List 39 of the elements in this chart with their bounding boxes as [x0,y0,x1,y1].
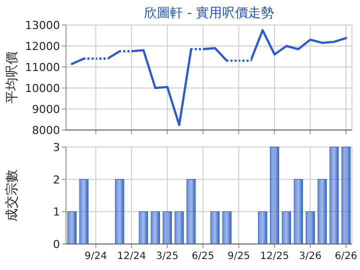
bar [150,211,160,244]
y-axis-title: 平均呎價 [5,52,20,104]
x-tick-label: 12/25 [260,251,289,262]
y-axis-title: 成交宗數 [4,170,20,222]
y-tick-label: 2 [53,173,60,186]
bar [174,211,184,244]
y-tick-label: 12000 [25,40,60,53]
line-series [70,29,348,126]
y-tick-label: 0 [53,238,60,251]
bar [138,211,148,244]
bar [306,211,315,244]
x-tick-label: 3/25 [156,251,179,262]
y-tick-label: 13000 [25,19,60,32]
y-tick-label: 10000 [25,82,60,95]
bar [210,211,220,244]
bar [186,179,196,244]
y-tick-label: 11000 [25,61,60,74]
x-tick-label: 12/24 [117,251,146,262]
bar [270,146,280,244]
bar [294,179,303,244]
bar [115,179,124,244]
y-tick-label: 3 [53,141,60,154]
bar [162,211,172,244]
bar [79,179,88,244]
x-tick-label: 9/24 [84,251,108,262]
x-tick-label: 3/26 [299,251,322,262]
y-tick-label: 1 [53,206,60,219]
x-tick-label: 9/25 [228,251,250,262]
bar [318,179,327,244]
bar [282,211,292,244]
x-tick-label: 6/26 [334,251,358,262]
bar [67,211,77,244]
bar [258,211,268,244]
x-tick-label: 6/25 [192,251,214,262]
bar [330,146,339,244]
chart-title: 欣圖軒 - 實用呎價走勢 [144,6,274,21]
y-tick-label: 8000 [32,124,60,137]
bar [222,211,232,244]
y-tick-label: 9000 [32,103,60,116]
